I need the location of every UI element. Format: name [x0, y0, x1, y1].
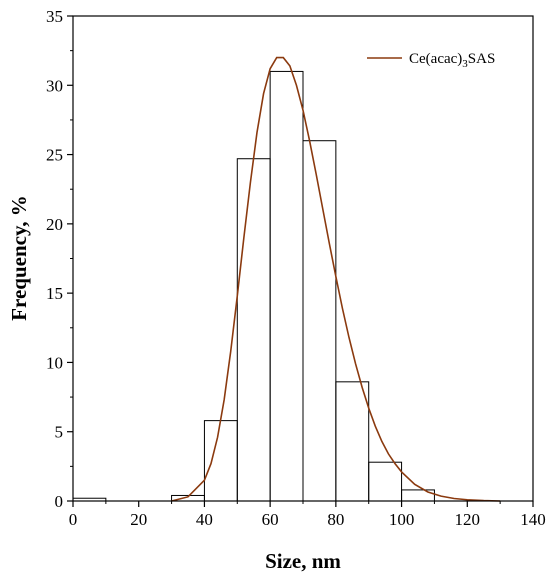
- y-tick-label-6: 30: [46, 76, 63, 95]
- histogram-bar-5: [236, 158, 271, 502]
- x-tick-label-0: 0: [69, 510, 78, 529]
- y-tick-label-5: 25: [46, 146, 63, 165]
- x-tick-label-3: 60: [262, 510, 279, 529]
- x-tick-label-6: 120: [455, 510, 481, 529]
- histogram-bar-4: [203, 420, 238, 502]
- y-tick-label-3: 15: [46, 284, 63, 303]
- histogram-bar-10: [401, 489, 435, 502]
- legend-label-subscript: 3: [462, 58, 468, 70]
- x-tick-label-5: 100: [389, 510, 415, 529]
- y-tick-label-4: 20: [46, 215, 63, 234]
- y-tick-label-0: 0: [55, 492, 64, 511]
- x-tick-label-4: 80: [327, 510, 344, 529]
- legend-label-main: Ce(acac): [409, 51, 462, 67]
- x-tick-label-7: 140: [520, 510, 546, 529]
- legend-label: Ce(acac)3SAS: [409, 51, 495, 70]
- histogram-bar-8: [335, 381, 370, 502]
- legend: Ce(acac)3SAS: [367, 51, 495, 70]
- y-tick-label-2: 10: [46, 353, 63, 372]
- ticks: 0 20 40 60 80 100 120 140 0 5 10 15 20 25 30 35: [46, 7, 546, 529]
- histogram-bar-9: [368, 461, 403, 502]
- x-tick-label-2: 40: [196, 510, 213, 529]
- fit-curve: [171, 56, 501, 502]
- x-tick-label-1: 20: [130, 510, 147, 529]
- legend-label-tail: SAS: [468, 51, 496, 67]
- y-tick-label-7: 35: [46, 7, 63, 26]
- histogram-bar-6: [269, 70, 304, 502]
- x-axis-title: Size, nm: [265, 549, 341, 573]
- y-tick-label-1: 5: [55, 423, 64, 442]
- y-axis-title: Frequency, %: [7, 195, 31, 321]
